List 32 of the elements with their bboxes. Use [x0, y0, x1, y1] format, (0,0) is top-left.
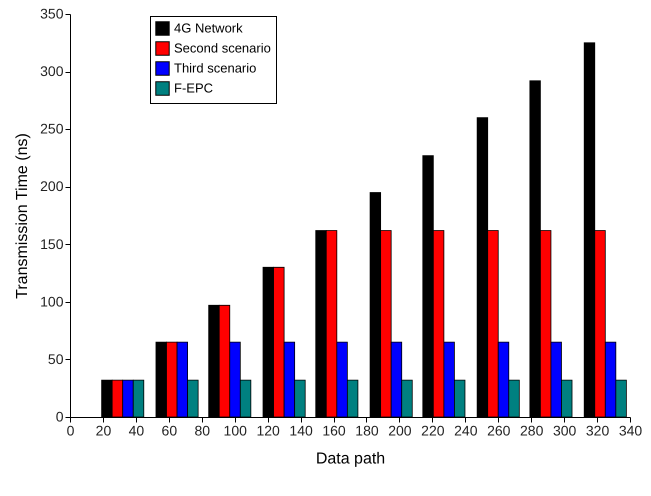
- y-tick-label: 0: [56, 408, 64, 424]
- x-axis-title: Data path: [316, 450, 386, 468]
- y-tick-label: 250: [40, 120, 64, 137]
- x-tick-label: 220: [421, 422, 445, 438]
- x-tick-label: 160: [322, 422, 346, 438]
- x-tick-label: 340: [618, 422, 642, 438]
- x-tick-label: 300: [552, 422, 577, 438]
- y-tick-label: 200: [40, 178, 64, 194]
- y-tick-label: 100: [40, 293, 64, 310]
- x-tick-label: 60: [162, 422, 178, 438]
- x-tick-label: 260: [487, 422, 511, 438]
- x-tick-label: 0: [66, 422, 75, 438]
- y-tick-label: 150: [40, 236, 64, 252]
- x-tick-label: 140: [289, 422, 313, 438]
- x-tick-label: 120: [256, 422, 280, 438]
- legend-label: Third scenario: [174, 60, 256, 76]
- legend-label: F-EPC: [174, 80, 213, 96]
- y-axis-title: Transmission Time (ns): [14, 133, 32, 299]
- legend-label: Second scenario: [174, 40, 271, 56]
- x-tick-label: 100: [224, 422, 248, 438]
- x-tick-label: 180: [355, 422, 379, 438]
- y-tick-label: 350: [40, 6, 64, 22]
- y-tick-label: 50: [48, 350, 64, 367]
- legend-label: 4G Network: [174, 20, 244, 36]
- y-tick-label: 300: [40, 63, 64, 80]
- x-tick-label: 40: [128, 422, 144, 438]
- x-tick-label: 80: [194, 422, 210, 438]
- x-tick-label: 20: [96, 422, 112, 438]
- x-tick-label: 200: [388, 422, 412, 438]
- x-tick-label: 240: [454, 422, 478, 438]
- x-tick-label: 280: [520, 422, 544, 438]
- x-tick-label: 320: [586, 422, 610, 438]
